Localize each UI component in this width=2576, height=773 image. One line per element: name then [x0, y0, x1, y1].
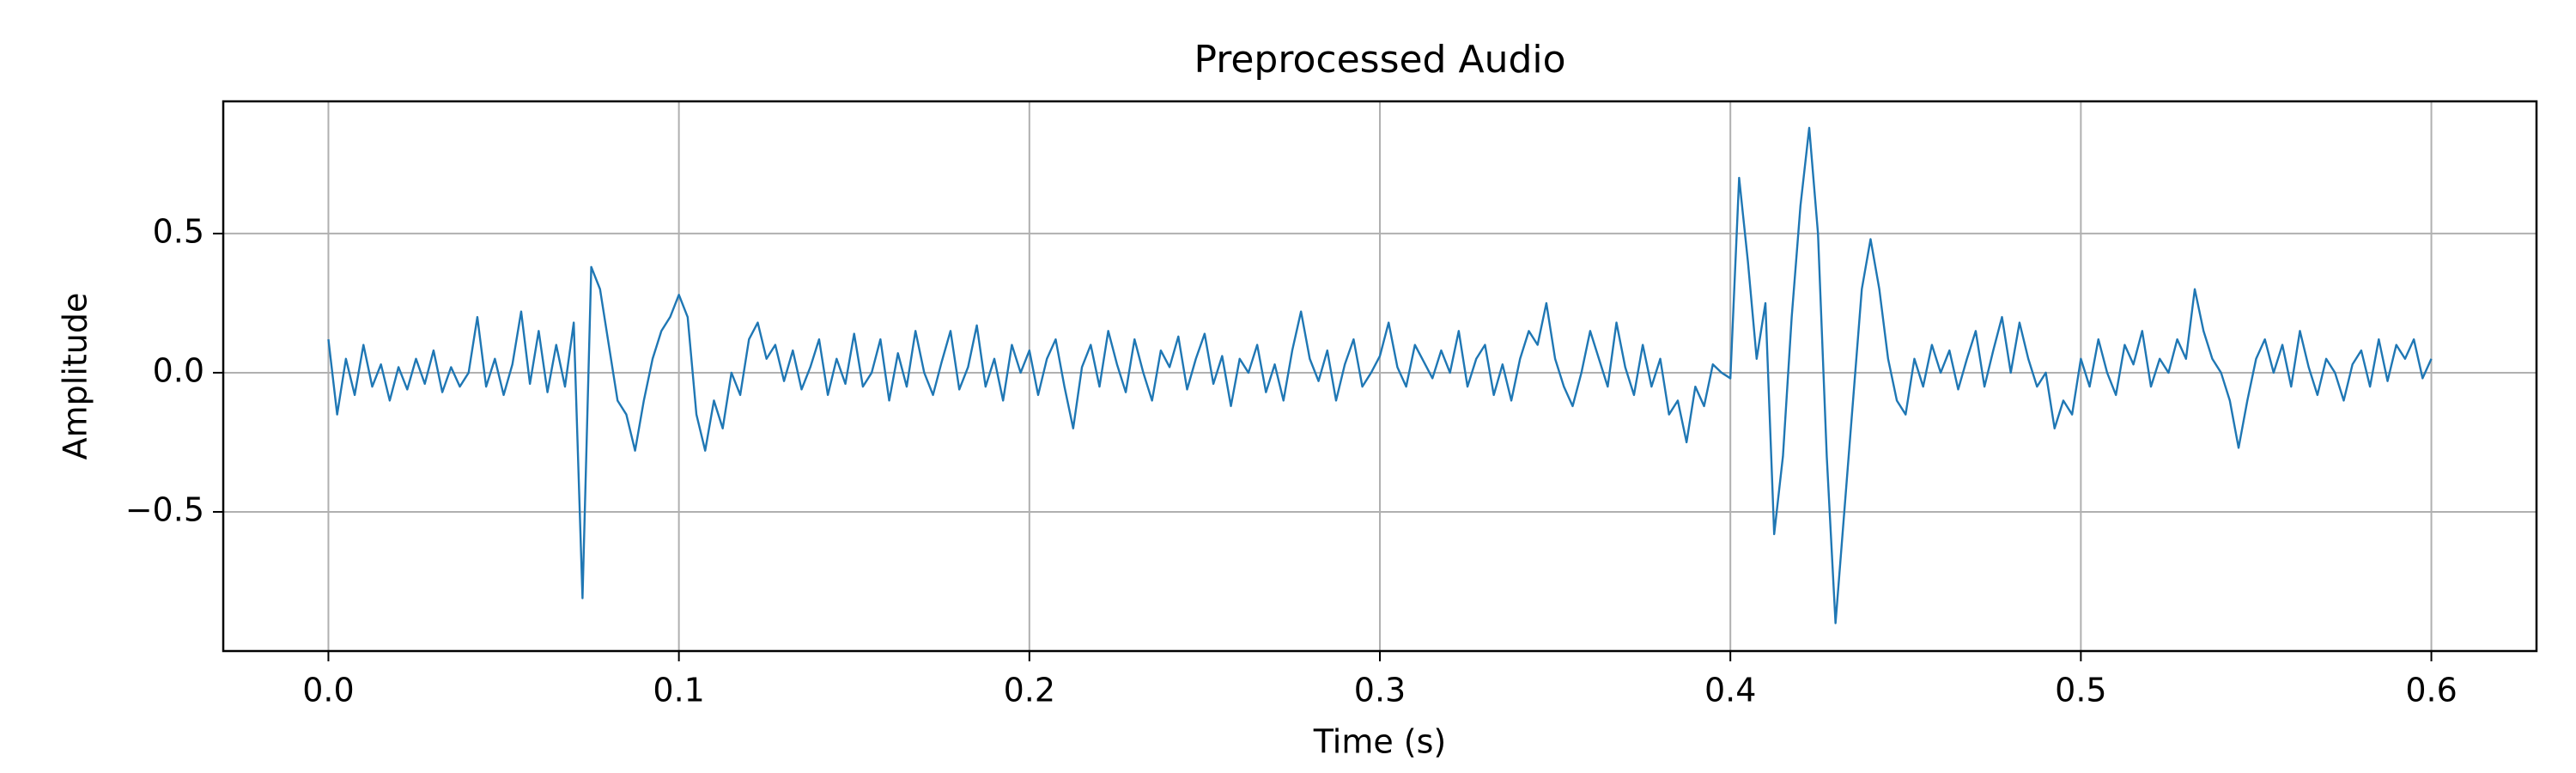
tick-labels: 0.0 0.1 0.2 0.3 0.4 0.5 0.6 −0.5 0.0 0.5 — [125, 212, 2458, 709]
x-tick-label: 0.2 — [1004, 672, 1055, 709]
x-tick-label: 0.6 — [2405, 672, 2457, 709]
chart-title: Preprocessed Audio — [1194, 38, 1565, 82]
x-tick-label: 0.3 — [1354, 672, 1406, 709]
waveform-line — [327, 126, 2433, 624]
x-tick-label: 0.0 — [302, 672, 354, 709]
x-tick-label: 0.1 — [653, 672, 704, 709]
plot — [327, 126, 2433, 624]
y-tick-label: −0.5 — [125, 490, 204, 528]
y-axis-label: Amplitude — [57, 293, 94, 460]
x-tick-label: 0.5 — [2055, 672, 2106, 709]
y-tick-label: 0.5 — [153, 212, 204, 250]
grid — [223, 101, 2537, 651]
x-axis-label: Time (s) — [1313, 723, 1447, 761]
x-tick-label: 0.4 — [1704, 672, 1756, 709]
y-tick-label: 0.0 — [153, 351, 204, 389]
